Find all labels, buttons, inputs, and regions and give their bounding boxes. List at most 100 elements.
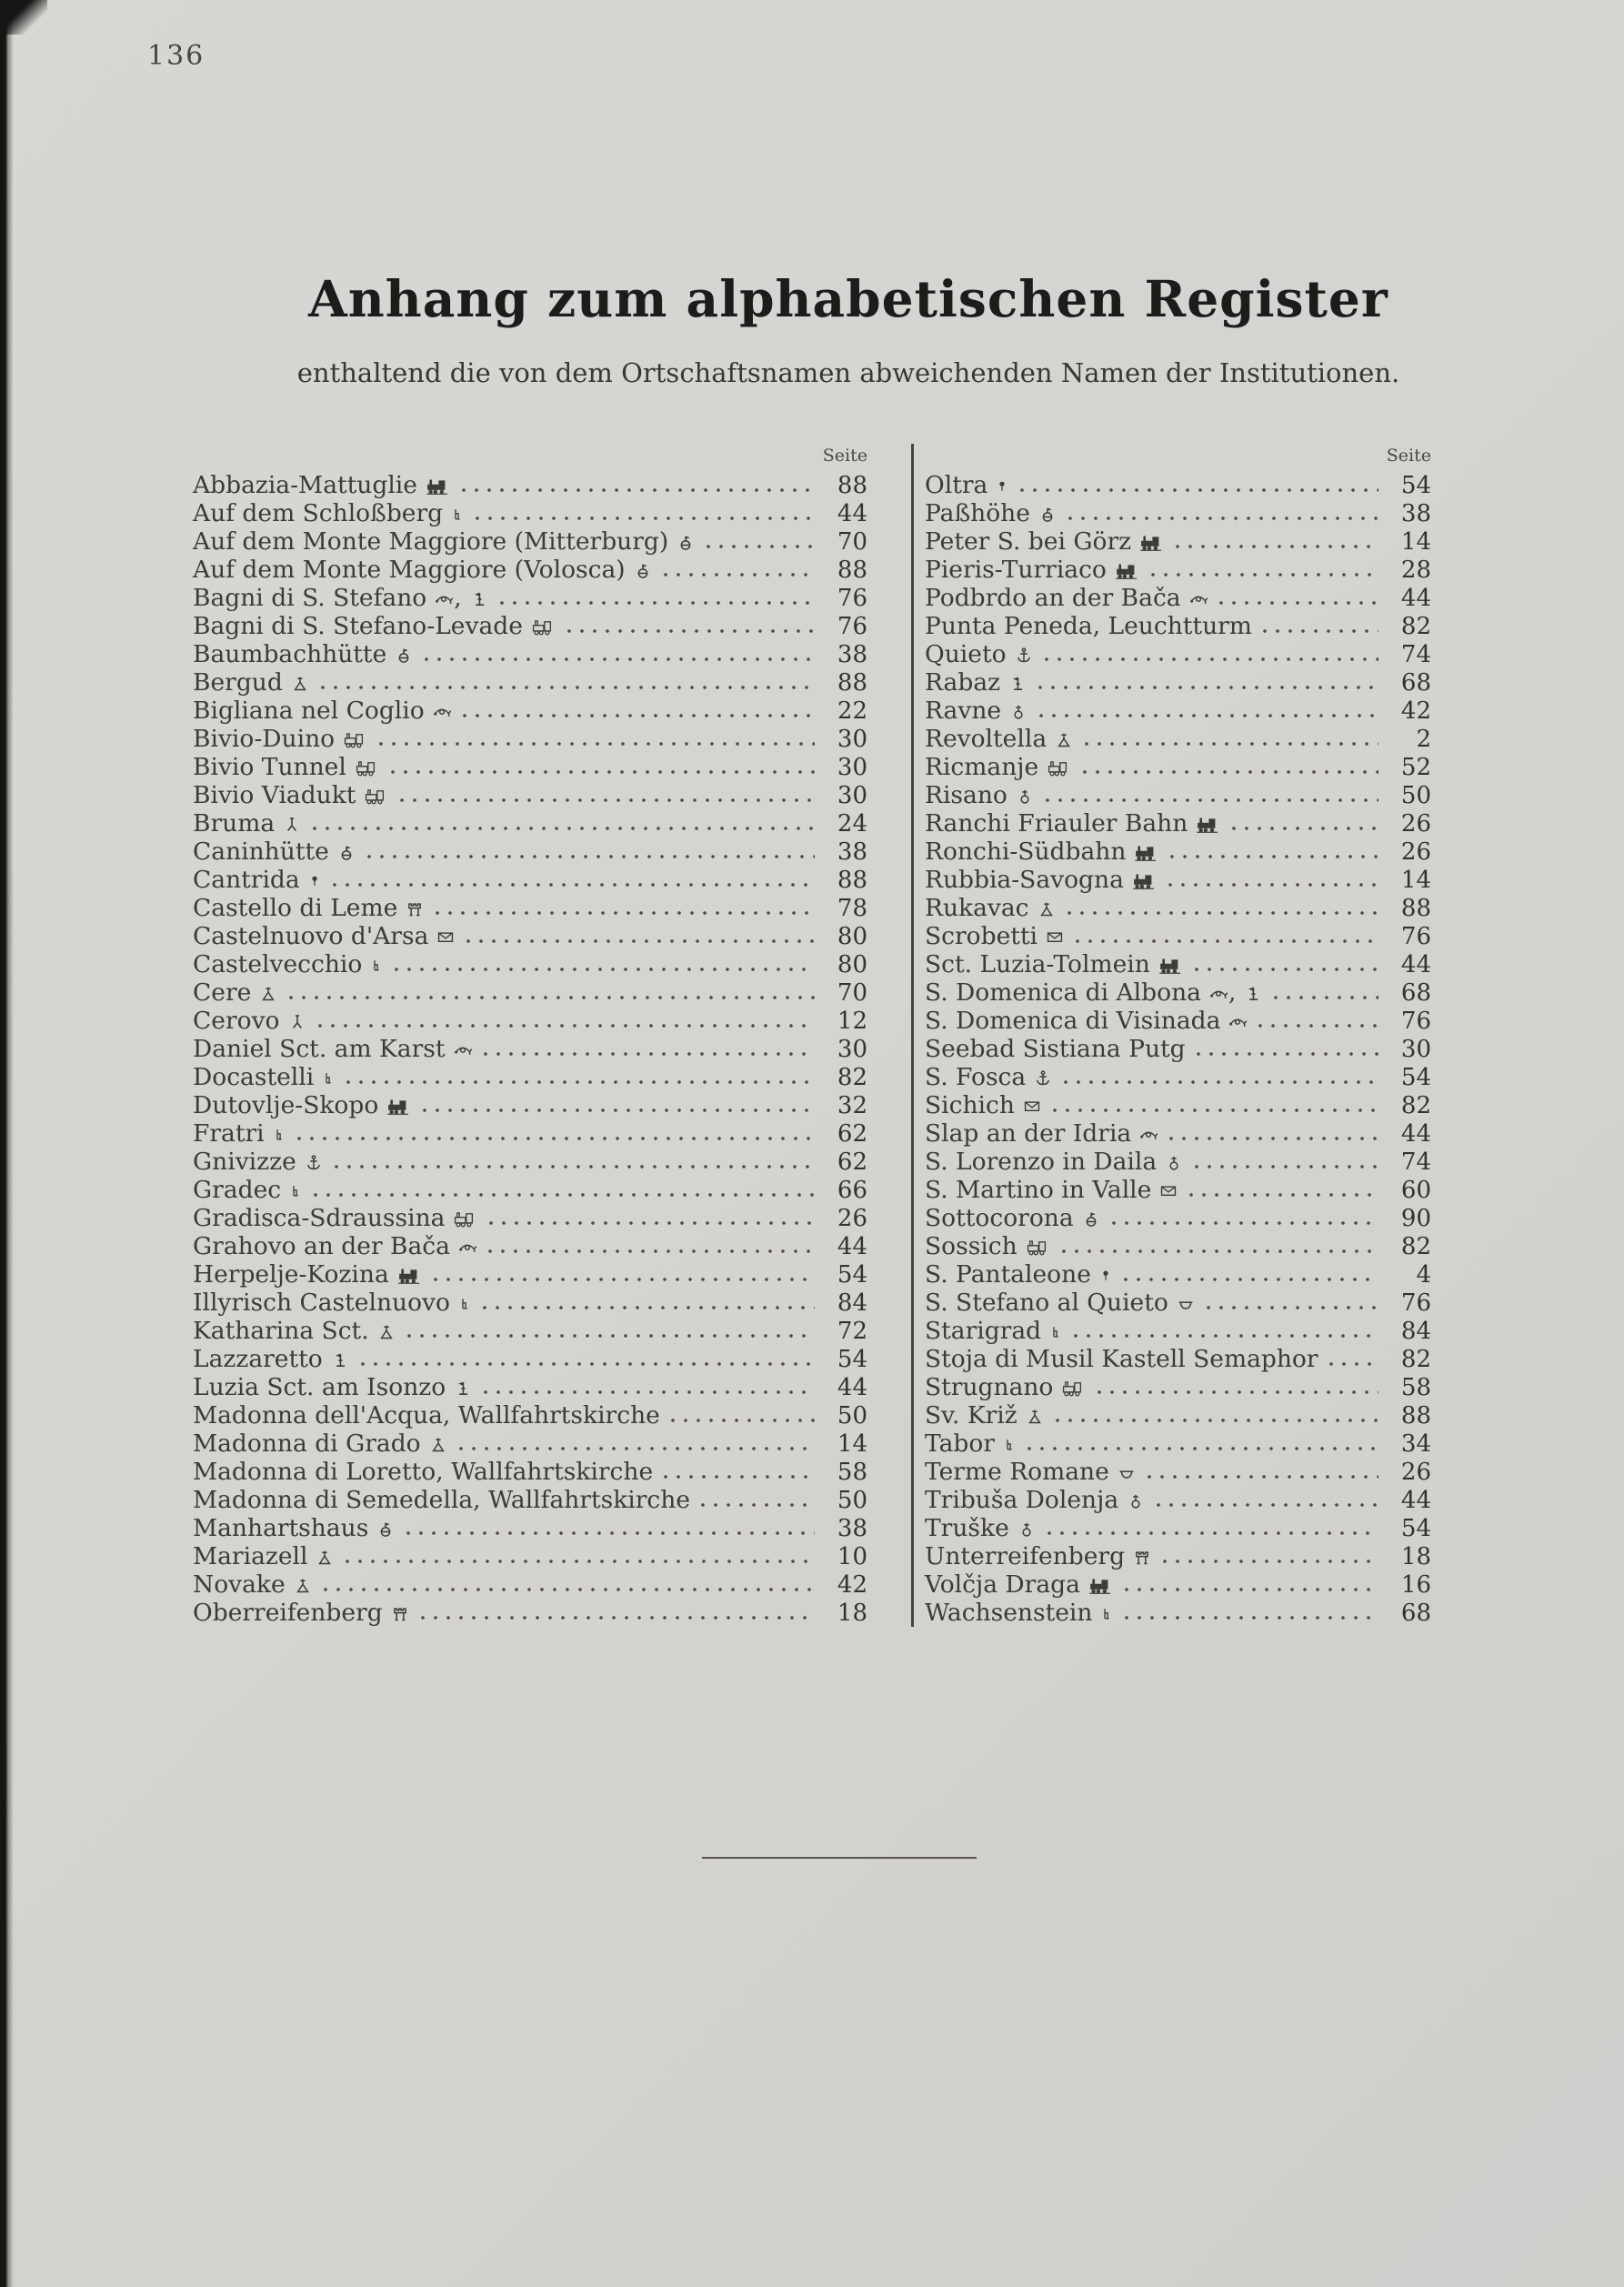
church-icon — [1017, 1520, 1037, 1539]
entry-page-number: 30 — [837, 754, 867, 781]
railway-icon — [396, 1266, 423, 1285]
entry-page-number: 68 — [1400, 1600, 1431, 1627]
dot-leader — [1262, 628, 1378, 634]
index-entry: Tabor 34 — [925, 1429, 1431, 1458]
dot-leader — [466, 938, 815, 944]
entry-name: S. Fosca — [925, 1063, 1027, 1091]
index-entry: Luzia Sct. am Isonzo 44 — [193, 1373, 867, 1401]
railway-icon — [1088, 1576, 1114, 1595]
index-entry: Madonna di Grado 14 — [193, 1429, 867, 1458]
index-entry: Tribuša Dolenja 44 — [925, 1486, 1431, 1514]
dot-leader — [1074, 1333, 1378, 1339]
entry-page-number: 28 — [1400, 557, 1431, 584]
index-entry: Sv. Križ 88 — [925, 1401, 1431, 1429]
entry-page-number: 88 — [1400, 895, 1431, 922]
entry-page-number: 58 — [1400, 1374, 1431, 1401]
index-entry: Abbazia-Mattuglie 88 — [193, 471, 867, 499]
entry-page-number: 68 — [1400, 979, 1431, 1007]
index-entry: S. Lorenzo in Daila 74 — [925, 1148, 1431, 1176]
dot-leader — [1067, 910, 1378, 916]
entry-page-number: 68 — [1400, 669, 1431, 697]
envelope-icon — [1045, 928, 1065, 947]
index-entry: Risano 50 — [925, 781, 1431, 809]
entry-page-number: 82 — [1400, 1233, 1431, 1260]
entry-page-number: 54 — [1400, 472, 1431, 499]
entry-page-number: 44 — [1400, 951, 1431, 978]
dot-leader — [317, 1023, 815, 1028]
entry-name: Bivio Viadukt — [193, 781, 356, 809]
index-entry: Daniel Sct. am Karst 30 — [193, 1035, 867, 1063]
entry-name: Madonna di Semedella, Wallfahrtskirche — [193, 1486, 691, 1514]
entry-page-number: 38 — [837, 1515, 867, 1542]
entry-name: Castelnuovo d'Arsa — [193, 922, 429, 950]
entry-page-number: 42 — [837, 1571, 867, 1599]
bath-icon — [1117, 1463, 1137, 1482]
buoy-icon — [307, 871, 322, 890]
railway-outline-icon — [342, 730, 368, 749]
entry-page-number: 32 — [837, 1092, 867, 1119]
index-entry: Bagni di S. Stefano-Levade 76 — [193, 612, 867, 640]
index-entry: Docastelli 82 — [193, 1063, 867, 1091]
dot-leader — [1258, 1023, 1378, 1028]
seite-column-header: Seite — [1386, 446, 1431, 466]
entry-name: Bagni di S. Stefano — [193, 584, 427, 612]
index-entry: Katharina Sct. 72 — [193, 1317, 867, 1345]
dot-leader — [346, 1079, 815, 1085]
entry-page-number: 2 — [1416, 726, 1431, 753]
entry-page-number: 84 — [1400, 1318, 1431, 1345]
index-entry: Pieris-Turriaco 28 — [925, 556, 1431, 584]
dot-leader — [1061, 1249, 1378, 1254]
dot-leader — [484, 1389, 815, 1395]
lookout-icon — [394, 646, 414, 665]
dot-leader — [1047, 1530, 1378, 1536]
index-entry: S. Fosca 54 — [925, 1063, 1431, 1091]
railway-outline-icon — [363, 787, 389, 806]
entry-page-number: 18 — [1400, 1543, 1431, 1570]
dot-leader — [1045, 797, 1378, 803]
envelope-icon — [1022, 1097, 1042, 1116]
index-entry: Lazzaretto 54 — [193, 1345, 867, 1373]
index-entry: Bagni di S. Stefano, 76 — [193, 584, 867, 612]
dot-leader — [1169, 1136, 1378, 1141]
index-entry: Rabaz 68 — [925, 668, 1431, 697]
railway-icon — [1158, 956, 1184, 975]
entry-page-number: 54 — [1400, 1515, 1431, 1542]
dot-leader — [1083, 769, 1378, 775]
index-entry: Cantrida 88 — [193, 866, 867, 894]
entry-page-number: 80 — [837, 951, 867, 978]
index-entry: Bivio Viadukt 30 — [193, 781, 867, 809]
dot-leader — [1020, 487, 1378, 493]
envelope-icon — [1158, 1181, 1178, 1200]
posthorn-icon — [453, 1040, 473, 1059]
page-header: Anhang zum alphabetischen Register entha… — [139, 0, 1485, 389]
index-entry: Quieto 74 — [925, 640, 1431, 668]
entry-page-number: 38 — [1400, 500, 1431, 527]
dot-leader — [566, 628, 815, 634]
entry-page-number: 26 — [1400, 1459, 1431, 1486]
dot-leader — [483, 1051, 815, 1057]
dot-leader — [423, 1108, 815, 1113]
railway-icon — [1131, 871, 1158, 890]
end-rule — [702, 1857, 977, 1859]
entry-name: Sichich — [925, 1091, 1015, 1119]
index-entry: Dutovlje-Skopo 32 — [193, 1091, 867, 1119]
dot-leader — [1055, 1418, 1378, 1423]
entry-name: Starigrad — [925, 1317, 1042, 1345]
index-entry: Podbrdo an der Bača 44 — [925, 584, 1431, 612]
entry-page-number: 18 — [837, 1600, 867, 1627]
church-icon — [1015, 787, 1035, 806]
lookout-icon — [336, 843, 356, 862]
entry-page-number: 34 — [1400, 1430, 1431, 1458]
entry-name: Podbrdo an der Bača — [925, 584, 1181, 612]
index-entry: Madonna di Semedella, Wallfahrtskirche 50 — [193, 1486, 867, 1514]
index-entry: Wachsenstein 68 — [925, 1599, 1431, 1627]
dot-leader — [1052, 1108, 1378, 1113]
index-entry: Sct. Luzia-Tolmein 44 — [925, 950, 1431, 978]
index-entry: S. Stefano al Quieto 76 — [925, 1289, 1431, 1317]
entry-name: Daniel Sct. am Karst — [193, 1035, 446, 1063]
index-entry: Bruma 24 — [193, 809, 867, 838]
anchor-icon — [1033, 1068, 1053, 1088]
entry-name: Lazzaretto — [193, 1345, 323, 1373]
entry-name: Illyrisch Castelnuovo — [193, 1289, 450, 1317]
index-entry: Novake 42 — [193, 1570, 867, 1599]
